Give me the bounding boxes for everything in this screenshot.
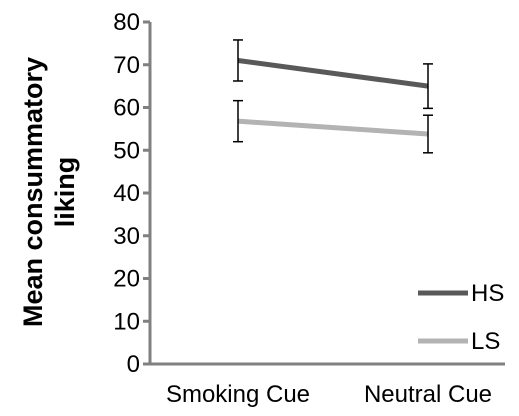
error-bar: [423, 63, 433, 110]
y-axis-title-line-2: liking: [50, 157, 80, 228]
legend-label: HS: [471, 280, 504, 307]
y-tick-label: 40: [113, 180, 140, 207]
legend-label: LS: [471, 328, 500, 355]
y-tick-label: 10: [113, 308, 140, 335]
legend-item-ls: LS: [418, 328, 500, 355]
y-tick-label: 30: [113, 223, 140, 250]
legend-item-hs: HS: [418, 280, 504, 307]
x-tick-label: Smoking Cue: [166, 381, 310, 408]
y-axis-title: Mean consummatory liking: [18, 57, 80, 327]
x-axis: Smoking Cue Neutral Cue: [150, 362, 505, 408]
x-tick-label: Neutral Cue: [364, 381, 492, 408]
legend: HS LS: [418, 280, 504, 355]
y-tick-label: 50: [113, 137, 140, 164]
y-tick-label: 20: [113, 266, 140, 293]
error-bar: [423, 114, 433, 154]
series-hs: [233, 39, 433, 110]
error-bar: [233, 99, 243, 143]
series-ls: [233, 99, 433, 154]
series-line: [237, 118, 429, 137]
series-layer: [233, 39, 433, 154]
y-tick-label: 0: [127, 351, 140, 378]
series-line: [237, 57, 429, 89]
error-bar: [233, 39, 243, 82]
y-axis-title-line-1: Mean consummatory: [18, 57, 48, 327]
y-tick-label: 80: [113, 9, 140, 36]
y-tick-label: 60: [113, 95, 140, 122]
y-tick-label: 70: [113, 52, 140, 79]
y-axis: 0 10 20 30 40 50 60 70 80: [113, 9, 152, 378]
